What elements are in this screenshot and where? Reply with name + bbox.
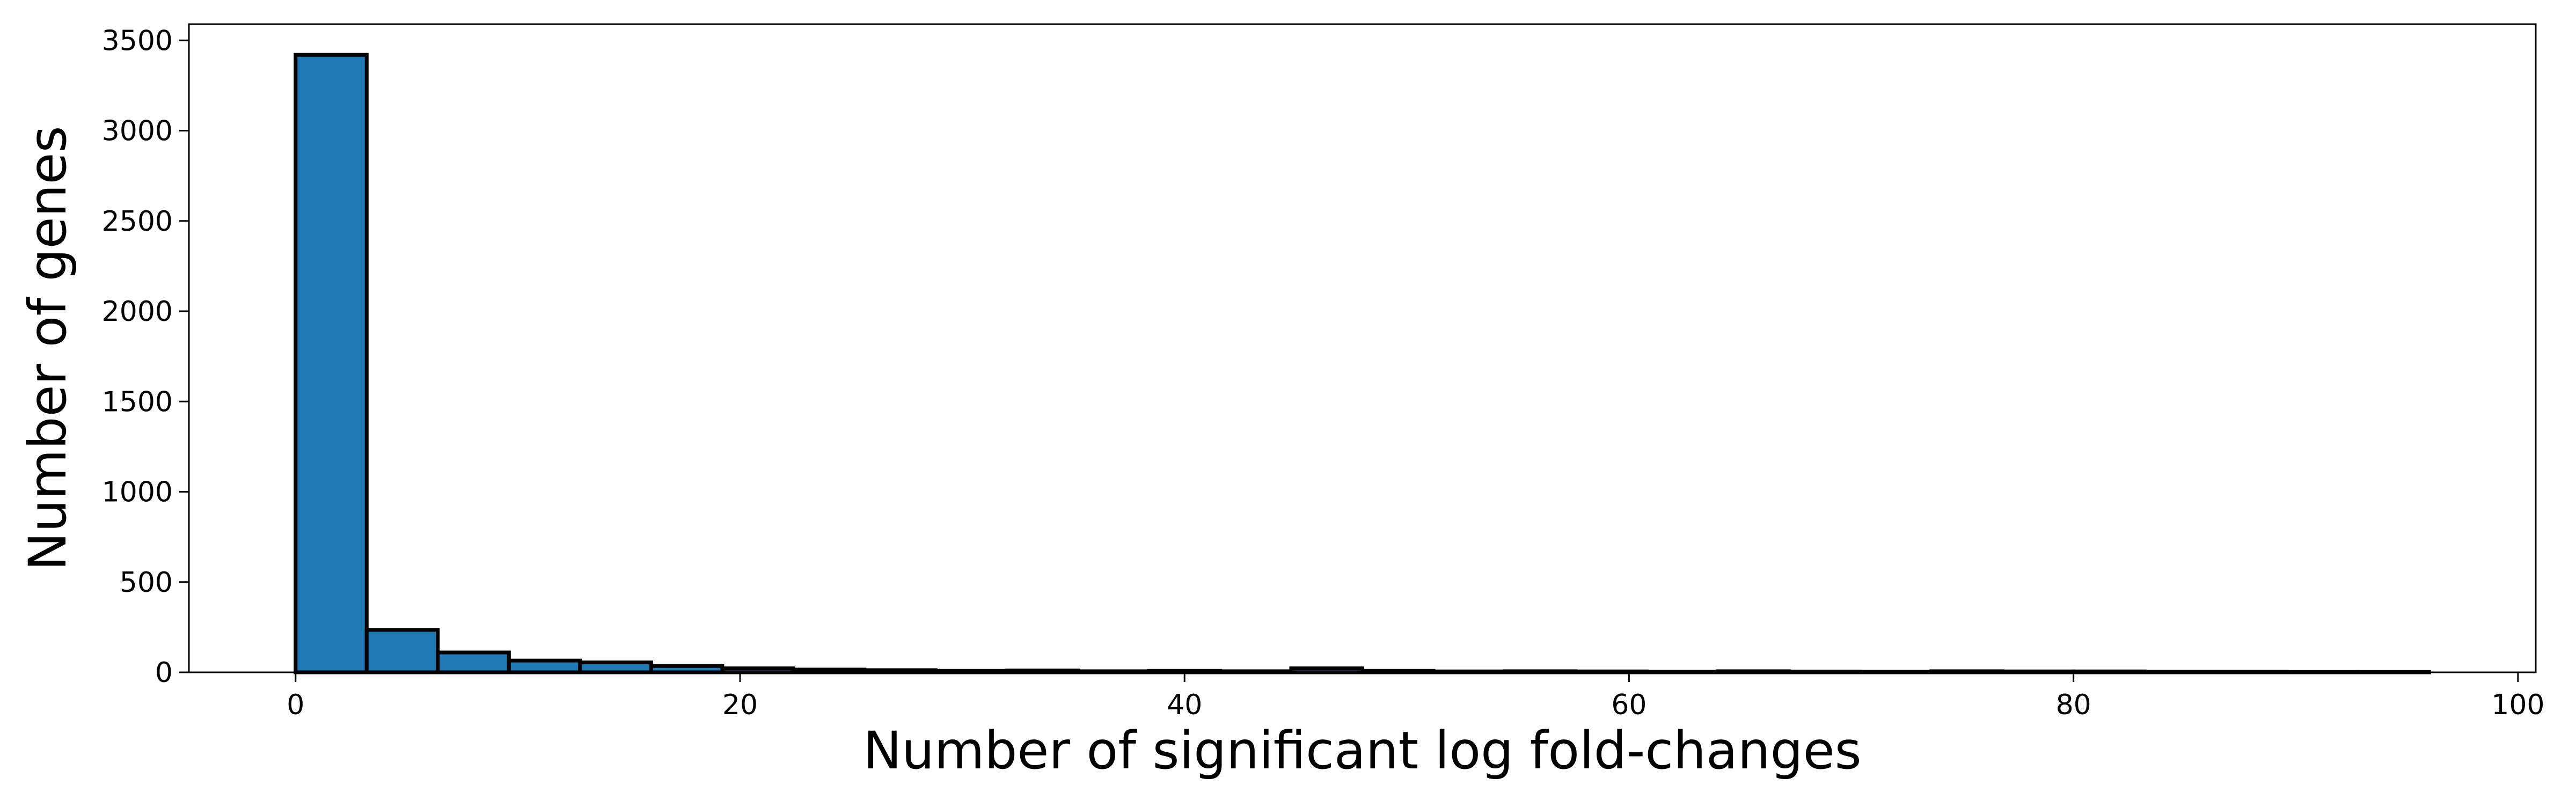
histogram-bar: [294, 53, 369, 674]
y-tick-label: 500: [120, 567, 173, 599]
histogram-bar: [364, 628, 440, 674]
y-axis-ticks: 0 500 1000 1500 2000 2500 3000 3500: [102, 25, 189, 689]
histogram-bar: [578, 660, 653, 674]
x-axis-ticks: 0 20 40 60 80 100: [287, 672, 2545, 721]
y-tick-label: 1500: [102, 386, 173, 418]
y-tick-label: 1000: [102, 476, 173, 509]
histogram-bar: [507, 658, 582, 674]
histogram-bar: [436, 650, 511, 674]
x-tick-label: 60: [1611, 689, 1646, 721]
plot-frame: [188, 23, 2537, 673]
y-tick-label: 2500: [102, 206, 173, 238]
y-axis-label: Number of genes: [18, 126, 78, 570]
x-axis-label: Number of significant log fold-changes: [863, 721, 1861, 781]
x-tick-label: 80: [2056, 689, 2091, 721]
x-tick-label: 0: [287, 689, 304, 721]
y-tick-label: 0: [155, 657, 173, 689]
bars-layer: [294, 53, 2431, 674]
y-tick-label: 2000: [102, 296, 173, 328]
y-tick-label: 3500: [102, 25, 173, 57]
x-tick-label: 20: [722, 689, 758, 721]
histogram-bar: [649, 664, 724, 674]
y-tick-label: 3000: [102, 115, 173, 148]
x-tick-label: 100: [2491, 689, 2544, 721]
x-tick-label: 40: [1167, 689, 1202, 721]
